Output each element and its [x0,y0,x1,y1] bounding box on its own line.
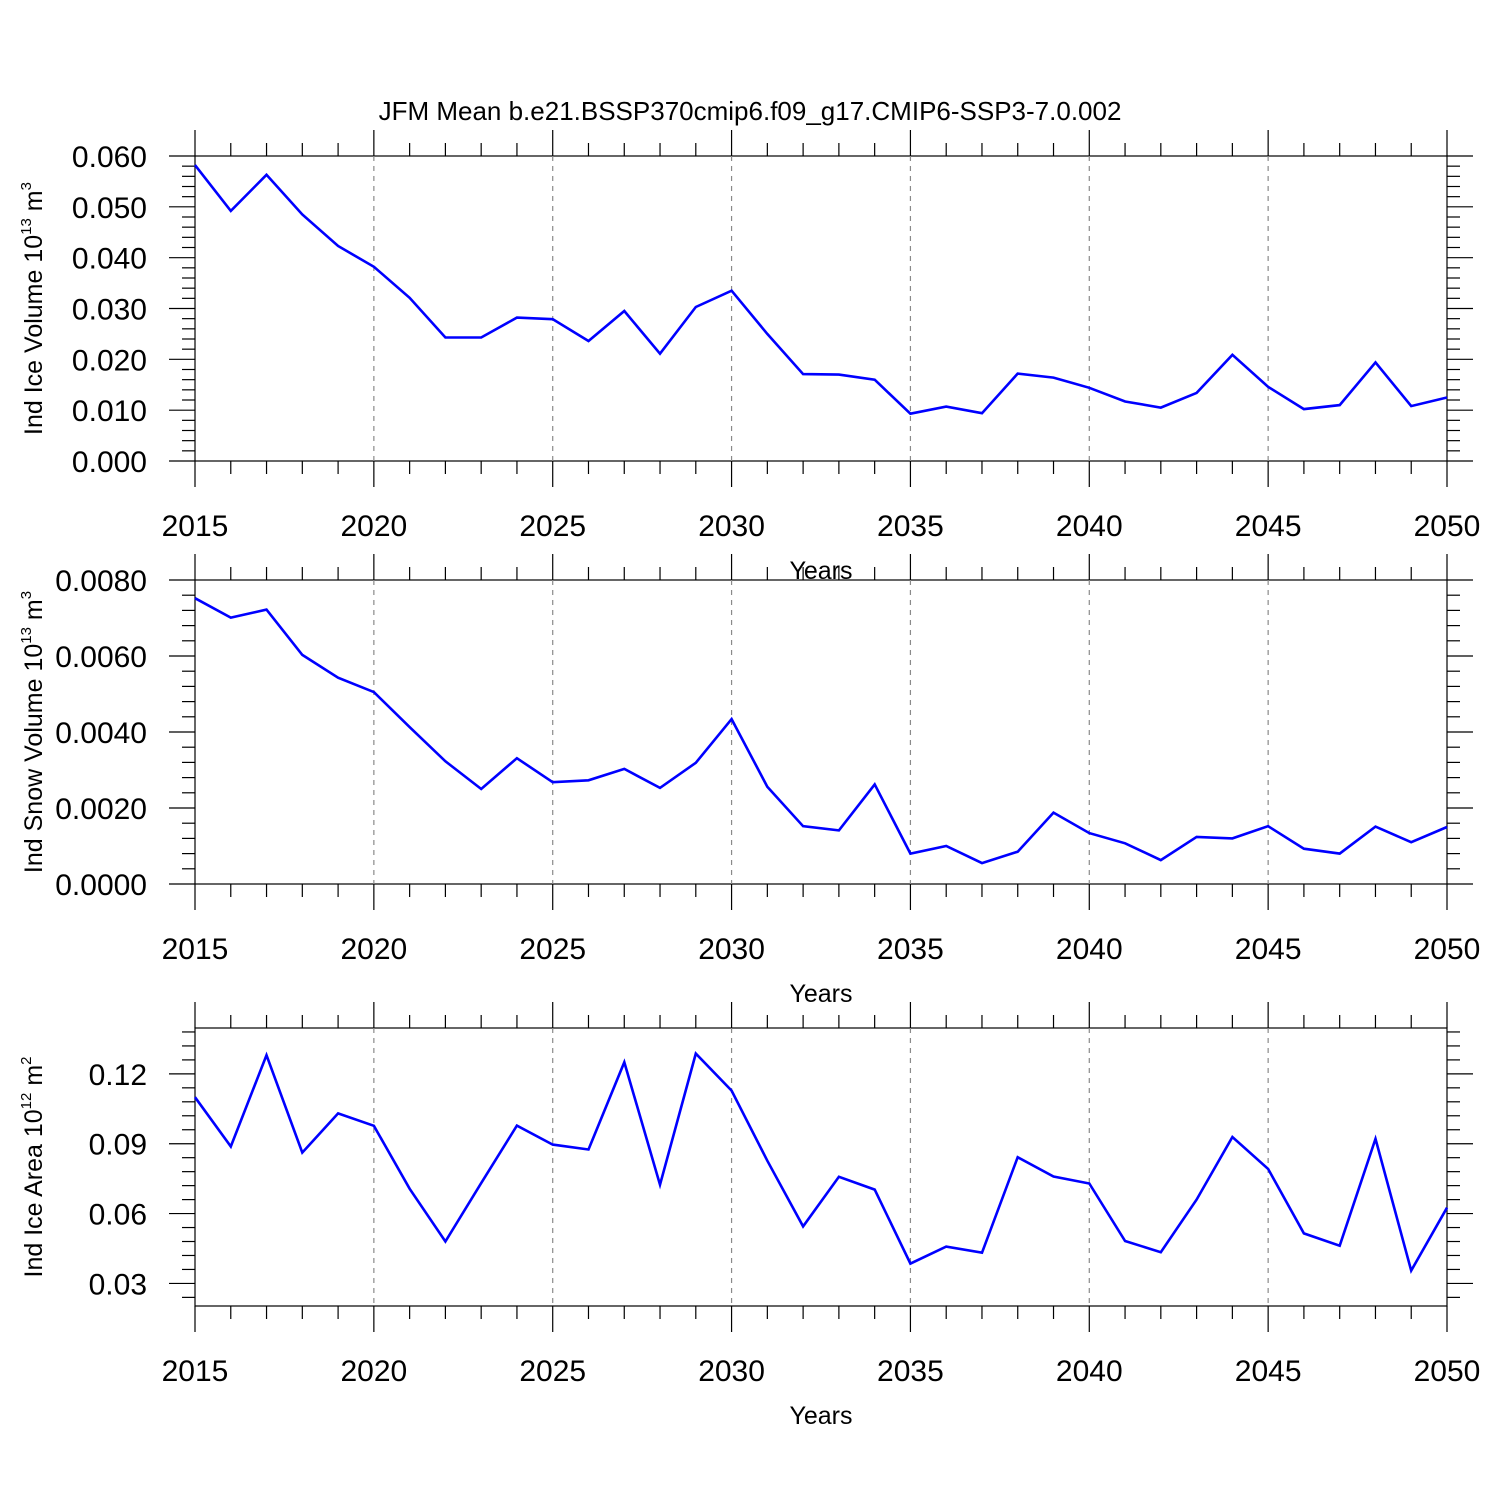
panel-3: 2015 2020 2025 2030 2035 2040 2045 2050 0.03 0.06… [18,1002,1480,1430]
x-tick-label: 2035 [877,510,944,543]
x-tick-label: 2015 [162,1355,229,1388]
y-tick-label: 0.09 [89,1129,147,1162]
panel-1: 2015 2020 2025 2030 2035 2040 2045 2050 0.000 0.0… [18,130,1480,585]
series-line [193,164,1448,416]
x-tick-label: 2015 [162,510,229,543]
y-tick-label: 0.06 [89,1199,147,1232]
y-axis-label-text: Ind Ice Volume 10 [20,235,48,435]
figure-title: JFM Mean b.e21.BSSP370cmip6.f09_g17.CMIP… [379,96,1122,126]
x-tick-label: 2030 [698,1355,765,1388]
x-tick-label: 2020 [340,510,407,543]
y-tick-label: 0.050 [72,192,147,225]
x-tick-label: 2025 [519,510,586,543]
x-tick-label: 2045 [1235,1355,1302,1388]
y-axis-label-exponent: 12 [18,1093,35,1110]
x-tick-label: 2050 [1414,510,1481,543]
x-tick-label: 2030 [698,933,765,966]
x-tick-label: 2050 [1414,1355,1481,1388]
panel-2: 2015 2020 2025 2030 2035 2040 2045 2050 0.0000 0.… [18,554,1480,1008]
y-tick-label: 0.0080 [55,565,147,598]
y-tick-label: 0.0020 [55,793,147,826]
x-tick-label: 2025 [519,1355,586,1388]
y-axis-label-unit: m [20,190,48,218]
y-axis-label-text: Ind Snow Volume 10 [20,644,48,873]
y-tick-label: 0.03 [89,1268,147,1301]
plot-frame [194,1027,1448,1307]
panels: 2015 2020 2025 2030 2035 2040 2045 2050 0.000 0.0… [18,130,1480,1430]
y-tick-label: 0.000 [72,446,147,479]
series-line [193,1051,1449,1274]
x-tick-label: 2015 [162,933,229,966]
y-axis-label-unit: m [20,1065,48,1093]
y-axis-label-unit: m [20,599,48,627]
y-axis-label: Ind Ice Volume 1013 m3 [18,182,48,435]
y-tick-label: 0.060 [72,141,147,174]
x-axis-label: Years [789,980,852,1008]
plot-frame [194,579,1448,885]
y-tick-label: 0.12 [89,1059,147,1092]
x-tick-label: 2035 [877,933,944,966]
x-tick-label: 2045 [1235,933,1302,966]
y-tick-label: 0.0060 [55,641,147,674]
x-tick-label: 2040 [1056,510,1123,543]
y-axis-label-unit-exponent: 3 [18,182,35,190]
y-tick-label: 0.0000 [55,869,147,902]
x-axis-label: Years [789,1402,852,1430]
y-axis-label-unit-exponent: 3 [18,591,35,599]
x-tick-label: 2035 [877,1355,944,1388]
y-tick-label: 0.030 [72,294,147,327]
x-tick-label: 2020 [340,1355,407,1388]
x-tick-label: 2030 [698,510,765,543]
y-tick-label: 0.040 [72,243,147,276]
y-axis-label-exponent: 13 [18,627,35,644]
x-tick-label: 2020 [340,933,407,966]
y-axis-label: Ind Snow Volume 1013 m3 [18,591,48,873]
y-axis-label-text: Ind Ice Area 10 [20,1109,48,1277]
y-tick-label: 0.0040 [55,717,147,750]
y-axis-label-unit-exponent: 2 [18,1057,35,1065]
plot-frame [194,155,1448,462]
y-tick-label: 0.020 [72,344,147,377]
x-tick-label: 2040 [1056,933,1123,966]
series-line [194,597,1448,865]
x-tick-label: 2040 [1056,1355,1123,1388]
x-tick-label: 2045 [1235,510,1302,543]
y-tick-label: 0.010 [72,395,147,428]
x-axis-label: Years [789,557,852,585]
y-axis-label-exponent: 13 [18,218,35,235]
y-axis-label: Ind Ice Area 1012 m2 [18,1057,48,1278]
x-tick-label: 2025 [519,933,586,966]
x-tick-label: 2050 [1414,933,1481,966]
